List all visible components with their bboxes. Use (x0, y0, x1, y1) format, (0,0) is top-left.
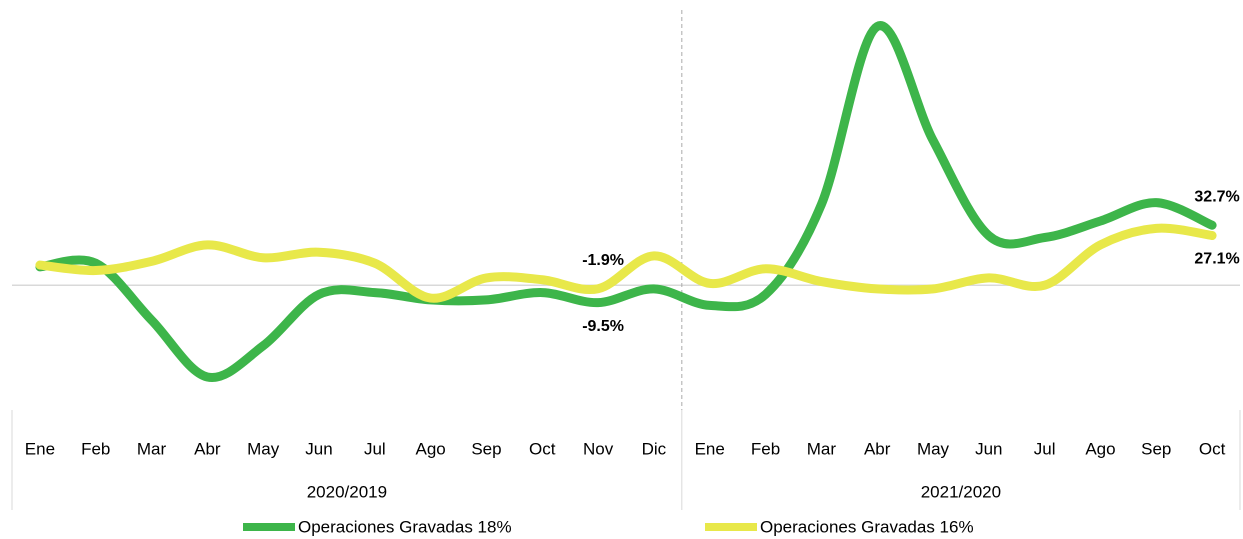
group-label: 2021/2020 (921, 482, 1001, 501)
series-line (35, 21, 1217, 382)
x-tick-label: Ene (25, 439, 55, 458)
legend-swatch (243, 523, 295, 531)
x-tick-label: Abr (194, 439, 221, 458)
x-tick-label: Jul (1034, 439, 1056, 458)
value-label: -1.9% (582, 252, 624, 269)
x-tick-label: Nov (583, 439, 614, 458)
x-tick-label: Dic (642, 439, 667, 458)
x-tick-label: Ene (695, 439, 725, 458)
legend-label: Operaciones Gravadas 18% (298, 517, 512, 536)
x-tick-label: Jul (364, 439, 386, 458)
x-tick-label: Oct (529, 439, 556, 458)
value-label: 27.1% (1194, 251, 1239, 268)
x-tick-label: Ago (1085, 439, 1115, 458)
legend-swatch (705, 523, 757, 531)
x-tick-label: Ago (416, 439, 446, 458)
x-tick-label: Sep (471, 439, 501, 458)
x-tick-label: May (247, 439, 280, 458)
x-tick-label: Mar (807, 439, 837, 458)
x-tick-label: Mar (137, 439, 167, 458)
value-label: 32.7% (1194, 188, 1239, 205)
x-tick-label: Feb (751, 439, 780, 458)
x-tick-label: Jun (975, 439, 1002, 458)
series-line (35, 223, 1217, 303)
legend-label: Operaciones Gravadas 16% (760, 517, 974, 536)
x-tick-label: May (917, 439, 950, 458)
x-tick-label: Oct (1199, 439, 1226, 458)
group-label: 2020/2019 (307, 482, 387, 501)
x-tick-label: Jun (305, 439, 332, 458)
x-tick-label: Feb (81, 439, 110, 458)
x-tick-label: Sep (1141, 439, 1171, 458)
value-label: -9.5% (582, 318, 624, 335)
x-tick-label: Abr (864, 439, 891, 458)
